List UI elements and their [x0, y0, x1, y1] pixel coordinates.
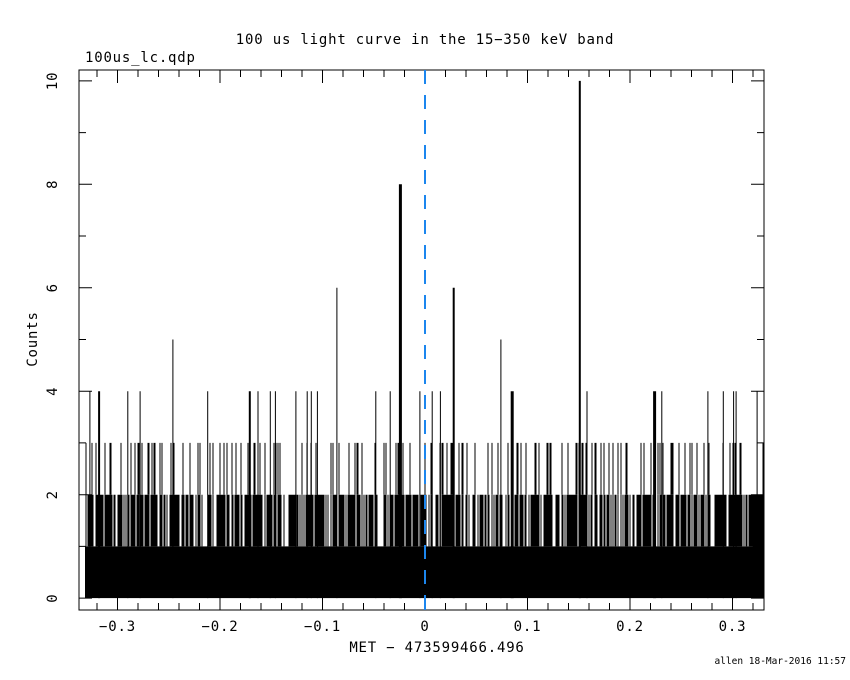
- x-tick-label: −0.2: [202, 619, 239, 635]
- credit-stamp: allen 18-Mar-2016 11:57: [714, 656, 846, 667]
- x-tick-label: −0.3: [99, 619, 136, 635]
- x-tick-label: 0.2: [616, 619, 644, 635]
- axis-ticks: [79, 70, 764, 610]
- y-axis-label: Counts: [25, 311, 41, 366]
- x-tick-label: 0.1: [514, 619, 542, 635]
- y-tick-label: 0: [45, 593, 61, 602]
- y-tick-label: 8: [45, 180, 61, 189]
- x-tick-label: 0.3: [719, 619, 747, 635]
- y-tick-label: 10: [45, 72, 61, 90]
- y-tick-label: 6: [45, 283, 61, 292]
- y-tick-label: 4: [45, 387, 61, 396]
- tick-marks: [79, 70, 764, 610]
- x-axis-label: MET − 473599466.496: [349, 640, 524, 656]
- y-tick-label: 2: [45, 490, 61, 499]
- x-tick-label: 0: [420, 619, 429, 635]
- filename-label: 100us_lc.qdp: [85, 50, 196, 66]
- x-tick-label: −0.1: [304, 619, 341, 635]
- chart-title: 100 us light curve in the 15−350 keV ban…: [236, 32, 614, 48]
- axis-tick-labels: −0.3 −0.2 −0.1 0 0.1 0.2 0.3 0 2 4 6 8 10: [45, 72, 746, 635]
